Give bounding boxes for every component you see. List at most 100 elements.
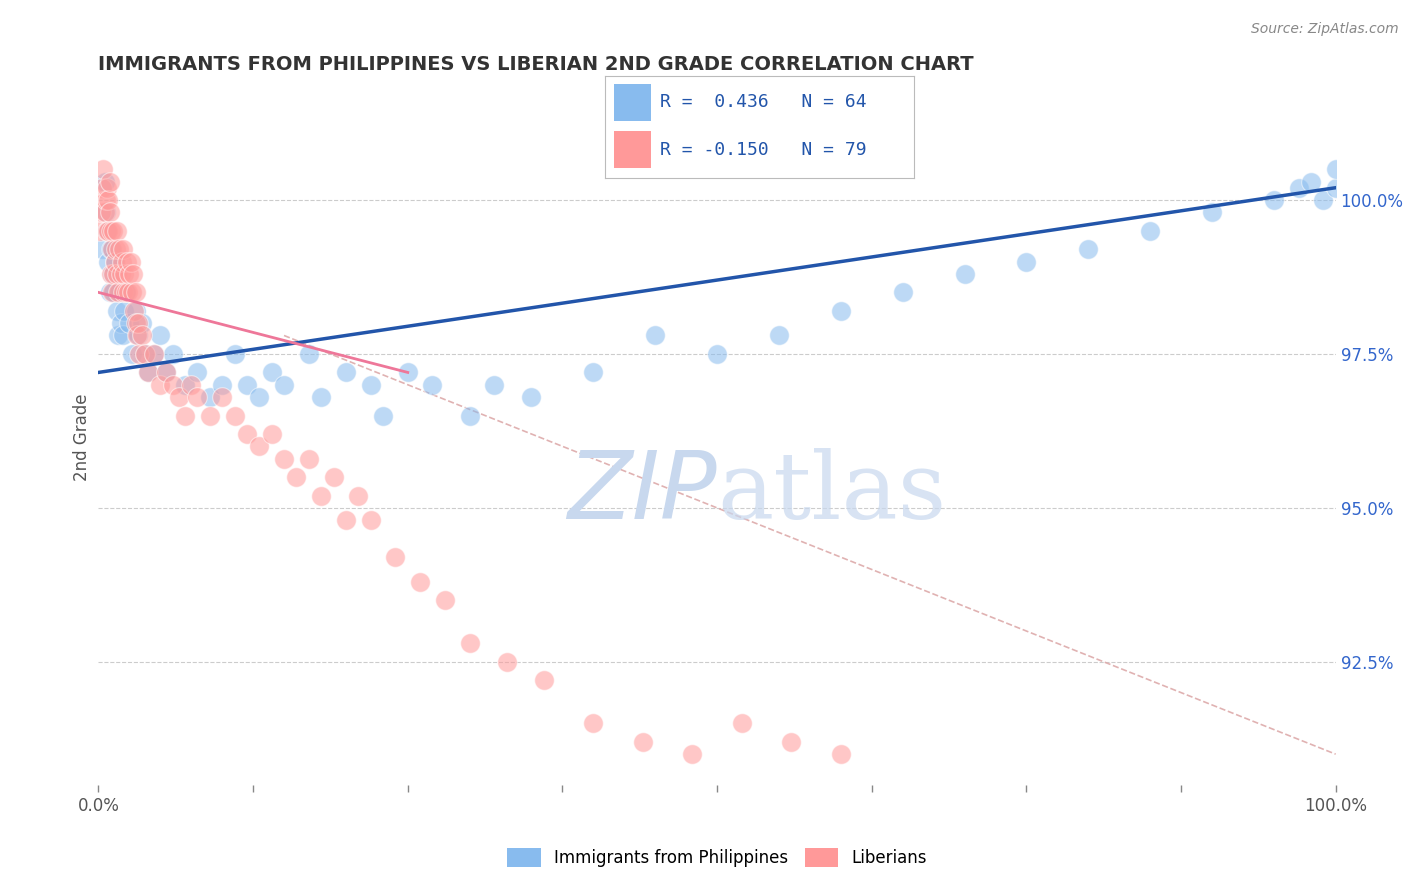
Point xyxy=(107,285,129,300)
Point xyxy=(198,390,221,404)
Point xyxy=(127,316,149,330)
Point xyxy=(115,254,138,268)
Point xyxy=(731,716,754,731)
Point xyxy=(1139,224,1161,238)
Point xyxy=(103,224,125,238)
Point xyxy=(103,254,125,268)
Point xyxy=(309,489,332,503)
Point xyxy=(533,673,555,688)
Legend: Immigrants from Philippines, Liberians: Immigrants from Philippines, Liberians xyxy=(501,841,934,874)
Point xyxy=(360,377,382,392)
Point xyxy=(105,303,128,318)
Point xyxy=(101,267,124,281)
Point xyxy=(582,716,605,731)
Point xyxy=(180,377,202,392)
Point xyxy=(211,390,233,404)
Point xyxy=(108,242,131,256)
Point xyxy=(273,451,295,466)
Point xyxy=(108,285,131,300)
Point xyxy=(335,366,357,380)
Point xyxy=(91,180,114,194)
Point xyxy=(134,347,156,361)
Point xyxy=(198,409,221,423)
Point xyxy=(174,377,197,392)
Point xyxy=(104,242,127,256)
Point xyxy=(118,267,141,281)
Text: atlas: atlas xyxy=(717,448,946,538)
Point xyxy=(112,242,135,256)
Point xyxy=(422,377,444,392)
Point xyxy=(260,366,283,380)
Point xyxy=(103,267,125,281)
Point xyxy=(768,328,790,343)
Point xyxy=(118,316,141,330)
Point xyxy=(224,347,246,361)
Point xyxy=(706,347,728,361)
Point xyxy=(96,180,118,194)
Point xyxy=(298,347,321,361)
Point xyxy=(224,409,246,423)
Point xyxy=(101,285,124,300)
Point xyxy=(322,470,344,484)
Point xyxy=(94,205,117,219)
Point xyxy=(96,224,118,238)
Point xyxy=(97,254,120,268)
Point xyxy=(96,224,118,238)
Text: R = -0.150   N = 79: R = -0.150 N = 79 xyxy=(661,141,868,159)
Point xyxy=(433,593,456,607)
Point xyxy=(644,328,666,343)
Point xyxy=(149,377,172,392)
Point xyxy=(121,285,143,300)
Point xyxy=(1324,162,1347,177)
Point xyxy=(484,377,506,392)
Point xyxy=(495,655,517,669)
Point xyxy=(1015,254,1038,268)
Point xyxy=(1201,205,1223,219)
Point xyxy=(127,328,149,343)
Point xyxy=(1299,175,1322,189)
Point xyxy=(112,328,135,343)
Point xyxy=(114,285,136,300)
Point xyxy=(98,205,121,219)
Point xyxy=(162,377,184,392)
Point xyxy=(162,347,184,361)
Point xyxy=(100,267,122,281)
Point xyxy=(1324,180,1347,194)
Point xyxy=(136,366,159,380)
Point xyxy=(458,636,481,650)
Point xyxy=(114,285,136,300)
Point xyxy=(360,513,382,527)
Point xyxy=(124,316,146,330)
Point xyxy=(830,303,852,318)
Point xyxy=(112,285,135,300)
Point xyxy=(260,427,283,442)
Text: Source: ZipAtlas.com: Source: ZipAtlas.com xyxy=(1251,22,1399,37)
Point xyxy=(105,267,128,281)
Y-axis label: 2nd Grade: 2nd Grade xyxy=(73,393,91,481)
Bar xyxy=(614,84,651,121)
Point xyxy=(100,224,122,238)
Point xyxy=(1312,193,1334,207)
Point xyxy=(90,205,112,219)
Point xyxy=(117,285,139,300)
Point xyxy=(582,366,605,380)
Point xyxy=(167,390,190,404)
Point xyxy=(112,267,135,281)
Point xyxy=(247,439,270,453)
Point xyxy=(134,347,156,361)
Point xyxy=(100,242,122,256)
Point xyxy=(101,242,124,256)
Point xyxy=(93,175,115,189)
Point xyxy=(125,328,148,343)
Point xyxy=(371,409,394,423)
Point xyxy=(1077,242,1099,256)
Point xyxy=(124,303,146,318)
Point xyxy=(112,303,135,318)
Point xyxy=(105,224,128,238)
Point xyxy=(107,328,129,343)
Point xyxy=(953,267,976,281)
Point xyxy=(122,267,145,281)
Text: IMMIGRANTS FROM PHILIPPINES VS LIBERIAN 2ND GRADE CORRELATION CHART: IMMIGRANTS FROM PHILIPPINES VS LIBERIAN … xyxy=(98,54,974,74)
Point xyxy=(103,254,125,268)
Point xyxy=(120,254,142,268)
